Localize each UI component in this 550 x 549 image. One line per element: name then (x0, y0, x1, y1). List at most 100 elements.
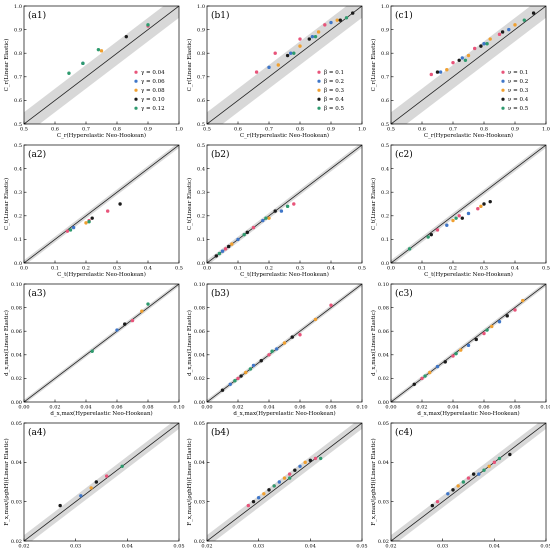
legend-entry: β = 0.2 (324, 79, 344, 85)
x-tick-label: 0.00 (385, 405, 396, 411)
data-point (505, 314, 509, 318)
x-tick-label: 0.7 (449, 127, 457, 133)
y-tick-label: 0.4 (14, 166, 22, 172)
data-point (123, 322, 127, 326)
legend-entry: γ = 0.10 (141, 97, 165, 103)
y-axis-label: F_x,max/(ρghH)(Linear Elastic) (3, 438, 10, 525)
x-tick-label: 0.7 (82, 127, 90, 133)
legend-entry: γ = 0.06 (141, 79, 165, 85)
identity-line (207, 6, 362, 124)
x-tick-label: 0.6 (51, 127, 59, 133)
y-tick-label: 0.7 (197, 75, 205, 81)
y-tick-label: 0.02 (11, 539, 22, 545)
y-axis-label: C_r(Linear Elastic) (370, 39, 377, 92)
y-tick-label: 0.6 (14, 98, 22, 104)
data-point (466, 211, 471, 216)
legend-marker (501, 70, 505, 74)
data-point (412, 382, 416, 386)
data-point (298, 464, 302, 468)
y-tick-label: 0.0 (14, 261, 22, 267)
x-axis-label: d_x,max(Hyperelastic Neo-Hookean) (50, 410, 152, 417)
y-tick-label: 0.3 (14, 190, 22, 196)
plot-area (24, 284, 179, 402)
data-point (239, 374, 243, 378)
data-point (251, 363, 256, 368)
y-tick-label: 0.3 (197, 190, 205, 196)
y-tick-label: 0.00 (194, 400, 205, 406)
y-tick-label: 1.0 (381, 4, 389, 10)
x-axis-label: C_r(Hyperelastic Neo-Hookean) (424, 132, 513, 139)
y-axis-label: d_x,max(Linear Elastic) (370, 310, 377, 376)
data-point (500, 30, 505, 34)
y-tick-label: 0.2 (14, 214, 22, 220)
x-tick-label: 0.8 (480, 127, 488, 133)
data-point (256, 496, 261, 500)
data-point (497, 320, 502, 324)
data-point (223, 247, 228, 251)
data-point (84, 221, 88, 225)
x-tick-label: 0.9 (327, 127, 335, 133)
chart-panel-7: 0.000.00 0.02 0.02 0.04 0.04 0.06 0.06 0.08 0.08… (3, 282, 185, 417)
data-point (124, 34, 128, 39)
data-point (277, 480, 282, 484)
data-point (429, 72, 433, 77)
y-axis-label: d_x,max(Linear Elastic) (3, 310, 10, 376)
y-tick-label: 0.8 (381, 51, 389, 57)
chart-panel-12: 0.020.02 0.03 0.03 0.04 0.04 0.05 0.05 F_x,max/… (370, 421, 550, 549)
x-tick-label: 0.06 (294, 405, 305, 411)
plot-area (207, 423, 362, 541)
y-tick-label: 0.1 (14, 237, 22, 243)
y-axis-label: F_x,max/(ρghH)(Linear Elastic) (370, 438, 377, 525)
data-point (303, 460, 307, 465)
axes-frame (206, 283, 363, 403)
data-point (335, 18, 339, 22)
data-point (488, 37, 492, 41)
data-point (65, 229, 70, 233)
legend-entry: β = 0.5 (324, 106, 345, 112)
panel-tag: (c1) (395, 10, 413, 21)
data-point (146, 302, 150, 306)
data-point (146, 23, 150, 27)
panel-tag: (a2) (28, 149, 46, 160)
y-tick-label: 0.00 (11, 400, 22, 406)
y-tick-label: 0.5 (197, 122, 205, 128)
x-tick-label: 0.04 (447, 405, 458, 411)
data-point (507, 27, 511, 32)
data-point (96, 47, 101, 52)
data-point (115, 328, 119, 332)
legend-entry: ν = 0.1 (508, 70, 528, 76)
x-tick-label: 0.4 (144, 266, 152, 272)
x-tick-label: 0.3 (296, 266, 304, 272)
panel-tag: (a4) (28, 427, 46, 438)
y-tick-label: 0.4 (381, 166, 389, 172)
data-point (220, 249, 225, 253)
y-tick-label: 0.10 (378, 282, 389, 288)
plot-area (207, 145, 362, 263)
plot-area (24, 145, 179, 263)
legend-entry: β = 0.1 (324, 70, 344, 76)
y-tick-label: 0.04 (378, 353, 389, 359)
data-point (508, 452, 512, 457)
axes-frame (390, 422, 547, 542)
identity-line (391, 423, 546, 541)
data-point (460, 216, 464, 220)
data-point (104, 474, 109, 478)
data-point (435, 228, 440, 232)
data-point (285, 53, 290, 58)
data-point (293, 468, 297, 472)
legend-marker (134, 88, 138, 92)
y-tick-label: 0.1 (381, 237, 389, 243)
y-tick-label: 0.02 (378, 539, 389, 545)
x-tick-label: 0.10 (356, 405, 367, 411)
data-point (479, 44, 483, 48)
data-point (227, 244, 231, 249)
x-tick-label: 0.03 (70, 544, 81, 549)
y-axis-label: C_r(Linear Elastic) (3, 39, 10, 92)
legend-entry: β = 0.3 (324, 88, 345, 94)
x-tick-label: 0.05 (356, 544, 367, 549)
legend-marker (501, 97, 505, 101)
legend-entry: ν = 0.3 (508, 88, 529, 94)
plot-area (24, 6, 179, 124)
data-point (446, 492, 450, 496)
data-point (298, 44, 302, 48)
